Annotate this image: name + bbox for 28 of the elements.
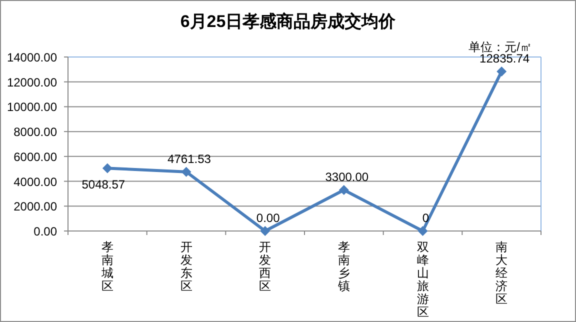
point — [102, 163, 112, 174]
chart-title: 6月25日孝感商品房成交均价 — [180, 12, 397, 31]
y-tick-label: 10000.00 — [6, 100, 58, 114]
point — [338, 184, 349, 195]
x-tick-label: 开发西区 — [259, 240, 272, 293]
x-tick-label: 开发东区 — [180, 240, 192, 293]
point — [418, 226, 428, 236]
y-tick-label: 8000.00 — [14, 125, 58, 140]
x-tick-label: 孝南乡镇 — [336, 240, 350, 293]
data-label: 12835.74 — [480, 51, 530, 66]
y-tick-label: 12000.00 — [6, 75, 58, 90]
point — [496, 66, 507, 76]
x-tick-label: 双峰山旅游区 — [416, 240, 429, 319]
point — [181, 166, 192, 177]
data-label: 0.00 — [256, 211, 280, 225]
data-label: 5048.57 — [82, 177, 126, 192]
y-tick-label: 6000.00 — [14, 150, 58, 164]
data-label: 3300.00 — [325, 170, 369, 184]
y-tick-label: 14000.00 — [6, 50, 58, 64]
data-label: 4761.53 — [168, 152, 212, 166]
x-tick-label: 孝南城区 — [100, 240, 114, 293]
y-tick-label: 0.00 — [34, 224, 58, 238]
x-tick-label: 南大经济区 — [496, 240, 508, 306]
text: 单位：元/㎡ — [468, 40, 532, 54]
point — [260, 226, 270, 236]
y-tick-label: 2000.00 — [14, 200, 58, 214]
y-tick-label: 4000.00 — [14, 174, 58, 189]
data-label: 0 — [422, 211, 430, 225]
